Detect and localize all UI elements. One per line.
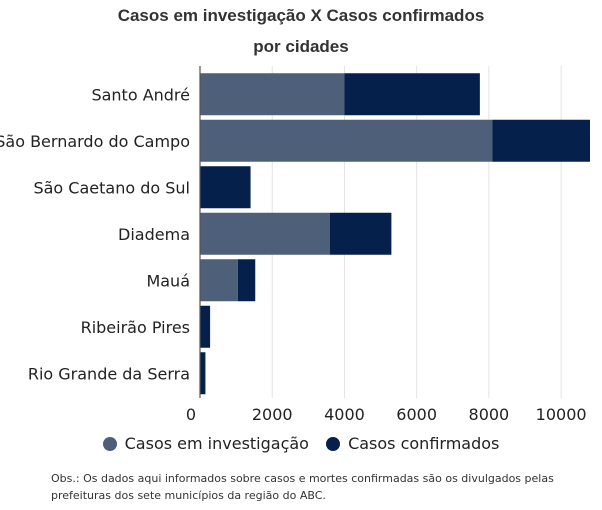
x-tick-label-5: 10000 xyxy=(536,405,587,424)
category-label-2: São Caetano do Sul xyxy=(33,178,190,197)
bar-investigacao-0 xyxy=(200,73,345,116)
bar-confirmados-0 xyxy=(344,73,480,116)
x-tick-label-2: 4000 xyxy=(324,405,365,424)
legend-label-investigacao: Casos em investigação xyxy=(124,434,309,453)
bar-investigacao-4 xyxy=(200,259,238,302)
bar-confirmados-1 xyxy=(492,119,590,162)
legend-item-confirmados[interactable]: Casos confirmados xyxy=(326,434,499,453)
category-label-6: Rio Grande da Serra xyxy=(28,364,190,383)
legend-swatch-investigacao xyxy=(102,436,117,451)
chart-title-line2: por cidades xyxy=(253,37,349,56)
footnote: Obs.: Os dados aqui informados sobre cas… xyxy=(51,472,554,502)
x-tick-label-3: 6000 xyxy=(396,405,437,424)
category-label-4: Mauá xyxy=(146,271,190,290)
category-label-3: Diadema xyxy=(118,225,190,244)
plot-area: Santo André São Bernardo do Campo São Caet… xyxy=(0,66,590,424)
bar-investigacao-3 xyxy=(200,212,330,255)
bar-confirmados-2 xyxy=(200,166,251,209)
bar-confirmados-5 xyxy=(200,305,211,348)
bar-confirmados-3 xyxy=(330,212,392,255)
category-label-1: São Bernardo do Campo xyxy=(0,132,190,151)
x-tick-label-0: 0 xyxy=(186,405,196,424)
legend: Casos em investigação Casos confirmados xyxy=(0,434,602,455)
category-label-0: Santo André xyxy=(91,85,190,104)
legend-label-confirmados: Casos confirmados xyxy=(348,434,500,453)
legend-item-investigacao[interactable]: Casos em investigação xyxy=(102,434,309,453)
chart-title: Casos em investigação X Casos confirmado… xyxy=(117,6,485,25)
x-tick-label-4: 8000 xyxy=(469,405,510,424)
bar-investigacao-1 xyxy=(200,119,493,162)
bar-confirmados-4 xyxy=(237,259,256,302)
x-tick-label-1: 2000 xyxy=(252,405,293,424)
legend-swatch-confirmados xyxy=(326,436,341,451)
category-label-5: Ribeirão Pires xyxy=(81,318,190,337)
bar-confirmados-6 xyxy=(200,352,206,395)
